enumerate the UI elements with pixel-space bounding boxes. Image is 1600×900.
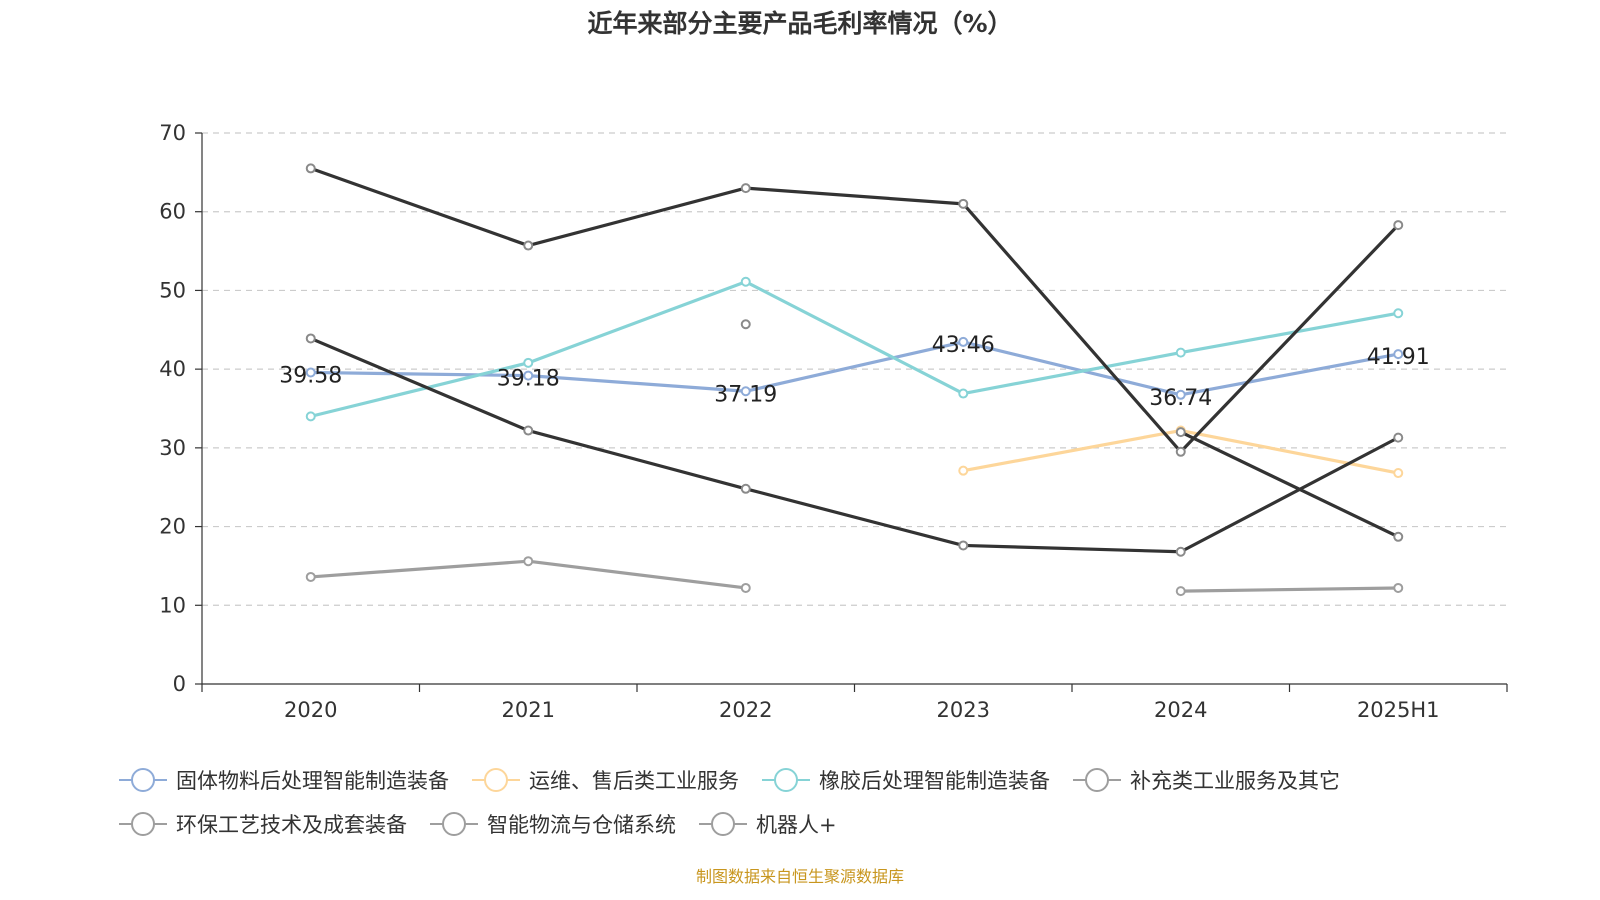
legend-item[interactable]: 运维、售后类工业服务 <box>471 765 739 795</box>
y-tick-label: 60 <box>159 200 186 224</box>
data-point <box>1393 220 1404 231</box>
data-point <box>958 465 969 476</box>
y-tick-label: 50 <box>159 278 186 302</box>
source-note: 制图数据来自恒生聚源数据库 <box>695 867 904 886</box>
chart-title: 近年来部分主要产品毛利率情况（%） <box>587 9 1013 38</box>
data-point <box>305 163 316 174</box>
x-tick-label: 2025H1 <box>1357 698 1440 722</box>
data-point <box>1393 308 1404 319</box>
legend-label: 固体物料后处理智能制造装备 <box>176 769 449 793</box>
data-point <box>523 425 534 436</box>
data-point <box>958 388 969 399</box>
series-line <box>310 336 1399 554</box>
data-point <box>305 367 316 378</box>
data-point <box>1175 427 1186 438</box>
x-tick-label: 2020 <box>284 698 337 722</box>
data-point <box>523 370 534 381</box>
legend-item[interactable]: 补充类工业服务及其它 <box>1072 765 1340 795</box>
legend-marker-icon <box>430 812 478 836</box>
data-point <box>1393 432 1404 443</box>
data-point <box>740 183 751 194</box>
y-tick-label: 40 <box>159 357 186 381</box>
data-label: 39.58 <box>279 363 342 388</box>
data-label: 43.46 <box>932 333 995 358</box>
data-point <box>958 198 969 209</box>
legend-marker-icon <box>119 812 167 836</box>
legend-label: 橡胶后处理智能制造装备 <box>819 769 1050 793</box>
data-point <box>740 582 751 593</box>
legend-marker-icon <box>119 768 167 792</box>
legend-item[interactable]: 机器人+ <box>698 809 837 839</box>
x-tick-label: 2023 <box>937 698 990 722</box>
data-point <box>523 240 534 251</box>
series-line <box>1180 586 1399 593</box>
series-line <box>1180 430 1399 539</box>
data-point <box>305 333 316 344</box>
x-tick-label: 2022 <box>719 698 772 722</box>
series-line <box>310 340 1399 397</box>
data-point <box>958 336 969 347</box>
data-label: 41.91 <box>1367 345 1430 370</box>
data-point <box>1175 389 1186 400</box>
data-point <box>1393 582 1404 593</box>
legend-label: 智能物流与仓储系统 <box>487 813 676 837</box>
y-tick-label: 30 <box>159 436 186 460</box>
legend-row: 固体物料后处理智能制造装备 运维、售后类工业服务 橡胶后处理智能制造装备 补充类工业服… <box>118 758 1498 802</box>
data-point <box>1175 546 1186 557</box>
data-point <box>740 319 751 330</box>
legend-item[interactable]: 环保工艺技术及成套装备 <box>118 809 407 839</box>
data-point <box>1393 531 1404 542</box>
data-label: 39.18 <box>497 367 560 392</box>
legend-item[interactable]: 橡胶后处理智能制造装备 <box>761 765 1050 795</box>
data-point <box>305 571 316 582</box>
legend-marker-icon <box>472 768 520 792</box>
legend-marker-icon <box>1073 768 1121 792</box>
y-tick-label: 10 <box>159 593 186 617</box>
x-tick-label: 2024 <box>1154 698 1207 722</box>
data-point <box>1175 446 1186 457</box>
data-label: 36.74 <box>1149 386 1212 411</box>
data-point <box>740 483 751 494</box>
legend-item[interactable]: 固体物料后处理智能制造装备 <box>118 765 449 795</box>
data-point <box>305 411 316 422</box>
legend-label: 机器人+ <box>756 813 837 837</box>
y-tick-label: 0 <box>173 672 186 696</box>
x-tick-label: 2021 <box>502 698 555 722</box>
legend-label: 环保工艺技术及成套装备 <box>176 813 407 837</box>
data-point <box>1175 347 1186 358</box>
chart-legend: 固体物料后处理智能制造装备 运维、售后类工业服务 橡胶后处理智能制造装备 补充类工业服… <box>118 758 1498 846</box>
legend-label: 运维、售后类工业服务 <box>529 769 739 793</box>
data-label: 37.19 <box>714 382 777 407</box>
series-line <box>310 280 1399 418</box>
legend-label: 补充类工业服务及其它 <box>1130 769 1340 793</box>
data-point <box>740 276 751 287</box>
data-point <box>1393 468 1404 479</box>
legend-marker-icon <box>699 812 747 836</box>
y-tick-label: 20 <box>159 515 186 539</box>
legend-marker-icon <box>762 768 810 792</box>
data-point <box>523 357 534 368</box>
legend-row: 环保工艺技术及成套装备 智能物流与仓储系统 机器人+ <box>118 802 1498 846</box>
y-tick-label: 70 <box>159 121 186 145</box>
data-point <box>958 540 969 551</box>
legend-item[interactable]: 智能物流与仓储系统 <box>429 809 676 839</box>
data-point <box>1175 586 1186 597</box>
series-line <box>310 166 1400 454</box>
data-point <box>740 386 751 397</box>
data-point <box>523 556 534 567</box>
data-point <box>1393 349 1404 360</box>
